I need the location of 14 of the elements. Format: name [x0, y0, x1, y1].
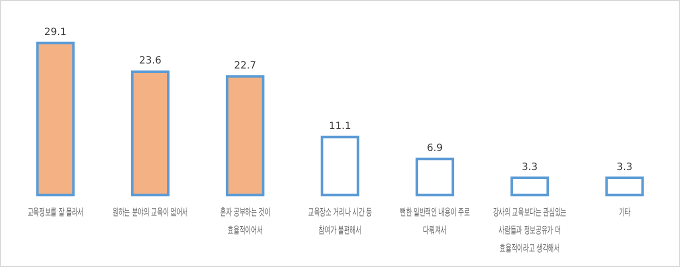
x-tick-label: 강사의 교육보다는 관심있는 사람들과 정보공유가 더 효율적이라고 생각해서: [492, 205, 567, 254]
x-tick-label: 혼자 공부하는 것이 효율적이어서: [220, 205, 270, 236]
data-label: 11.1: [328, 121, 352, 132]
x-tick-label: 기타: [618, 205, 630, 218]
data-label: 22.7: [234, 60, 256, 72]
data-label: 3.3: [616, 162, 633, 173]
data-label: 23.6: [139, 56, 162, 67]
x-tick-label: 뻔한 일반적인 내용이 주로 다뤄져서: [400, 205, 470, 236]
x-tick-label: 원하는 분야의 교육이 없어서: [112, 205, 188, 218]
x-tick-label: 교육장소 거리나 시간 등 참여가 불편해서: [308, 205, 372, 236]
data-label: 3.3: [522, 162, 538, 173]
x-tick-label: 교육정보를 잘 몰라서: [27, 205, 84, 218]
data-label: 6.9: [426, 142, 443, 154]
data-label: 29.1: [44, 27, 67, 38]
